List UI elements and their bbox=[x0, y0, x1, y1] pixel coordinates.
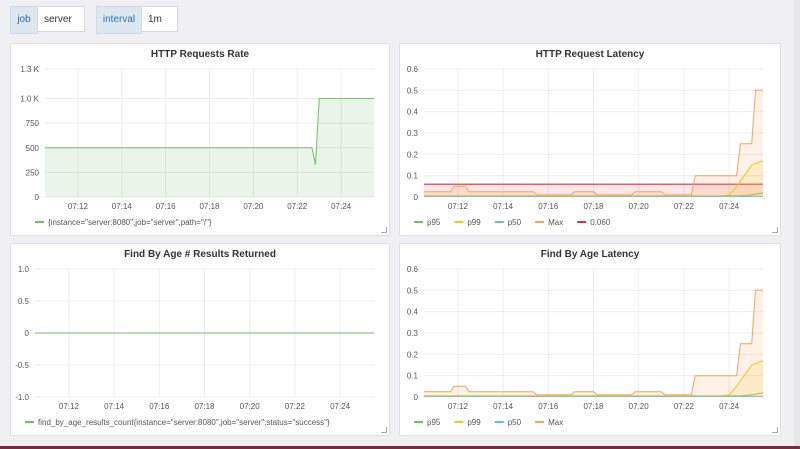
y-tick-label: -0.5 bbox=[15, 361, 29, 370]
x-tick-label: 07:12 bbox=[448, 402, 469, 411]
x-tick-label: 07:16 bbox=[156, 202, 177, 211]
series-line[interactable] bbox=[424, 289, 763, 396]
x-tick-label: 07:12 bbox=[59, 402, 80, 411]
x-tick-label: 07:16 bbox=[538, 202, 559, 211]
y-tick-label: 0.4 bbox=[407, 308, 419, 317]
x-tick-label: 07:22 bbox=[285, 402, 306, 411]
y-tick-label: 250 bbox=[26, 168, 40, 177]
y-tick-label: 0.6 bbox=[407, 65, 419, 74]
x-tick-label: 07:20 bbox=[629, 402, 650, 411]
bottom-accent-bar bbox=[0, 446, 800, 449]
y-tick-label: 0 bbox=[35, 193, 40, 202]
chart-find-by-age-results: -1.0 -0.5 0 0.5 1.0 07:12 07:14 07:16 07:18 07:20… bbox=[15, 265, 374, 427]
x-tick-label: 07:18 bbox=[199, 202, 220, 211]
y-tick-label: 0.3 bbox=[407, 329, 419, 338]
y-tick-label: 0.1 bbox=[407, 172, 419, 181]
vertical-scrollbar[interactable] bbox=[794, 0, 800, 446]
resize-handle[interactable] bbox=[772, 427, 778, 433]
y-tick-label: 0.3 bbox=[407, 129, 419, 138]
x-tick-label: 07:18 bbox=[194, 402, 215, 411]
y-tick-label: 0 bbox=[414, 393, 419, 402]
threshold-fill bbox=[424, 184, 763, 197]
x-tick-label: 07:18 bbox=[583, 402, 604, 411]
legend-item[interactable]: {instance="server:8080",job="server",pat… bbox=[48, 218, 212, 227]
x-tick-label: 07:24 bbox=[331, 202, 352, 211]
x-tick-label: 07:18 bbox=[583, 202, 604, 211]
panel-http-request-latency[interactable]: HTTP Request Latency 0 0.1 0.2 0.3 0.4 0.5 0.6… bbox=[399, 43, 781, 236]
legend-item[interactable]: p95 bbox=[427, 218, 441, 227]
legend-item[interactable]: Max bbox=[548, 218, 563, 227]
x-tick-label: 07:24 bbox=[719, 402, 740, 411]
legend-item[interactable]: p50 bbox=[508, 218, 522, 227]
series-line[interactable] bbox=[45, 98, 374, 165]
resize-handle[interactable] bbox=[772, 227, 778, 233]
y-tick-label: 0.5 bbox=[18, 297, 30, 306]
legend-item[interactable]: p50 bbox=[508, 418, 522, 427]
legend-item[interactable]: find_by_age_results_count{instance="serv… bbox=[38, 418, 330, 427]
panel-find-by-age-latency[interactable]: Find By Age Latency 0 0.1 0.2 0.3 0.4 0.5 0.6 0… bbox=[399, 243, 781, 436]
legend-item[interactable]: Max bbox=[548, 418, 563, 427]
y-tick-label: 750 bbox=[26, 119, 40, 128]
x-tick-label: 07:24 bbox=[719, 202, 740, 211]
x-tick-label: 07:22 bbox=[674, 202, 695, 211]
legend-item[interactable]: 0.060 bbox=[590, 218, 611, 227]
y-tick-label: 0.1 bbox=[407, 372, 419, 381]
job-select-value: server bbox=[44, 14, 72, 25]
legend-item[interactable]: p95 bbox=[427, 418, 441, 427]
x-tick-label: 07:12 bbox=[68, 202, 89, 211]
chart-find-by-age-latency: 0 0.1 0.2 0.3 0.4 0.5 0.6 07:12 07:14 07:16 07:18 0… bbox=[407, 265, 764, 427]
x-tick-label: 07:16 bbox=[149, 402, 170, 411]
interval-select[interactable]: 1m bbox=[141, 6, 178, 48]
x-tick-label: 07:14 bbox=[104, 402, 125, 411]
y-tick-label: 1.3 K bbox=[20, 65, 39, 74]
legend-item[interactable]: p99 bbox=[467, 218, 481, 227]
y-tick-label: 0.5 bbox=[407, 286, 419, 295]
legend-item[interactable]: p99 bbox=[467, 418, 481, 427]
y-tick-label: 0.5 bbox=[407, 86, 419, 95]
variable-label-interval: interval bbox=[96, 6, 142, 34]
x-tick-label: 07:24 bbox=[330, 402, 351, 411]
y-tick-label: 0.6 bbox=[407, 265, 419, 274]
x-tick-label: 07:20 bbox=[240, 402, 261, 411]
panel-find-by-age-results[interactable]: Find By Age # Results Returned -1.0 -0.5 0… bbox=[10, 243, 390, 436]
variable-label-job: job bbox=[10, 6, 38, 34]
series-area bbox=[45, 98, 374, 197]
y-tick-label: 500 bbox=[26, 144, 40, 153]
job-select[interactable]: server bbox=[37, 6, 85, 48]
y-tick-label: 0.4 bbox=[407, 108, 419, 117]
x-tick-label: 07:22 bbox=[287, 202, 308, 211]
panel-title[interactable]: HTTP Requests Rate bbox=[150, 49, 250, 60]
panel-title[interactable]: Find By Age # Results Returned bbox=[124, 249, 276, 260]
x-tick-label: 07:20 bbox=[629, 202, 650, 211]
interval-select-value: 1m bbox=[148, 14, 162, 25]
y-tick-label: 1.0 K bbox=[20, 95, 39, 104]
y-tick-label: 0.2 bbox=[407, 150, 419, 159]
x-tick-label: 07:16 bbox=[538, 402, 559, 411]
y-tick-label: 0 bbox=[414, 193, 419, 202]
resize-handle[interactable] bbox=[381, 427, 387, 433]
x-tick-label: 07:14 bbox=[493, 402, 514, 411]
y-tick-label: 0.2 bbox=[407, 350, 419, 359]
y-tick-label: -1.0 bbox=[15, 393, 29, 402]
resize-handle[interactable] bbox=[381, 227, 387, 233]
x-tick-label: 07:22 bbox=[674, 402, 695, 411]
x-tick-label: 07:20 bbox=[243, 202, 264, 211]
x-tick-label: 07:14 bbox=[493, 202, 514, 211]
series-line[interactable] bbox=[424, 89, 763, 196]
panel-title[interactable]: Find By Age Latency bbox=[540, 249, 640, 260]
chart-http-request-latency: 0 0.1 0.2 0.3 0.4 0.5 0.6 07:12 07:14 07:16 07:18 0… bbox=[407, 65, 764, 227]
y-tick-label: 0 bbox=[25, 329, 30, 338]
panel-title[interactable]: HTTP Request Latency bbox=[535, 49, 645, 60]
x-tick-label: 07:14 bbox=[112, 202, 133, 211]
x-tick-label: 07:12 bbox=[448, 202, 469, 211]
y-tick-label: 1.0 bbox=[18, 265, 30, 274]
chart-http-requests-rate: 0 250 500 750 1.0 K 1.3 K 07:12 07:14 07:16 07:18… bbox=[20, 65, 374, 227]
